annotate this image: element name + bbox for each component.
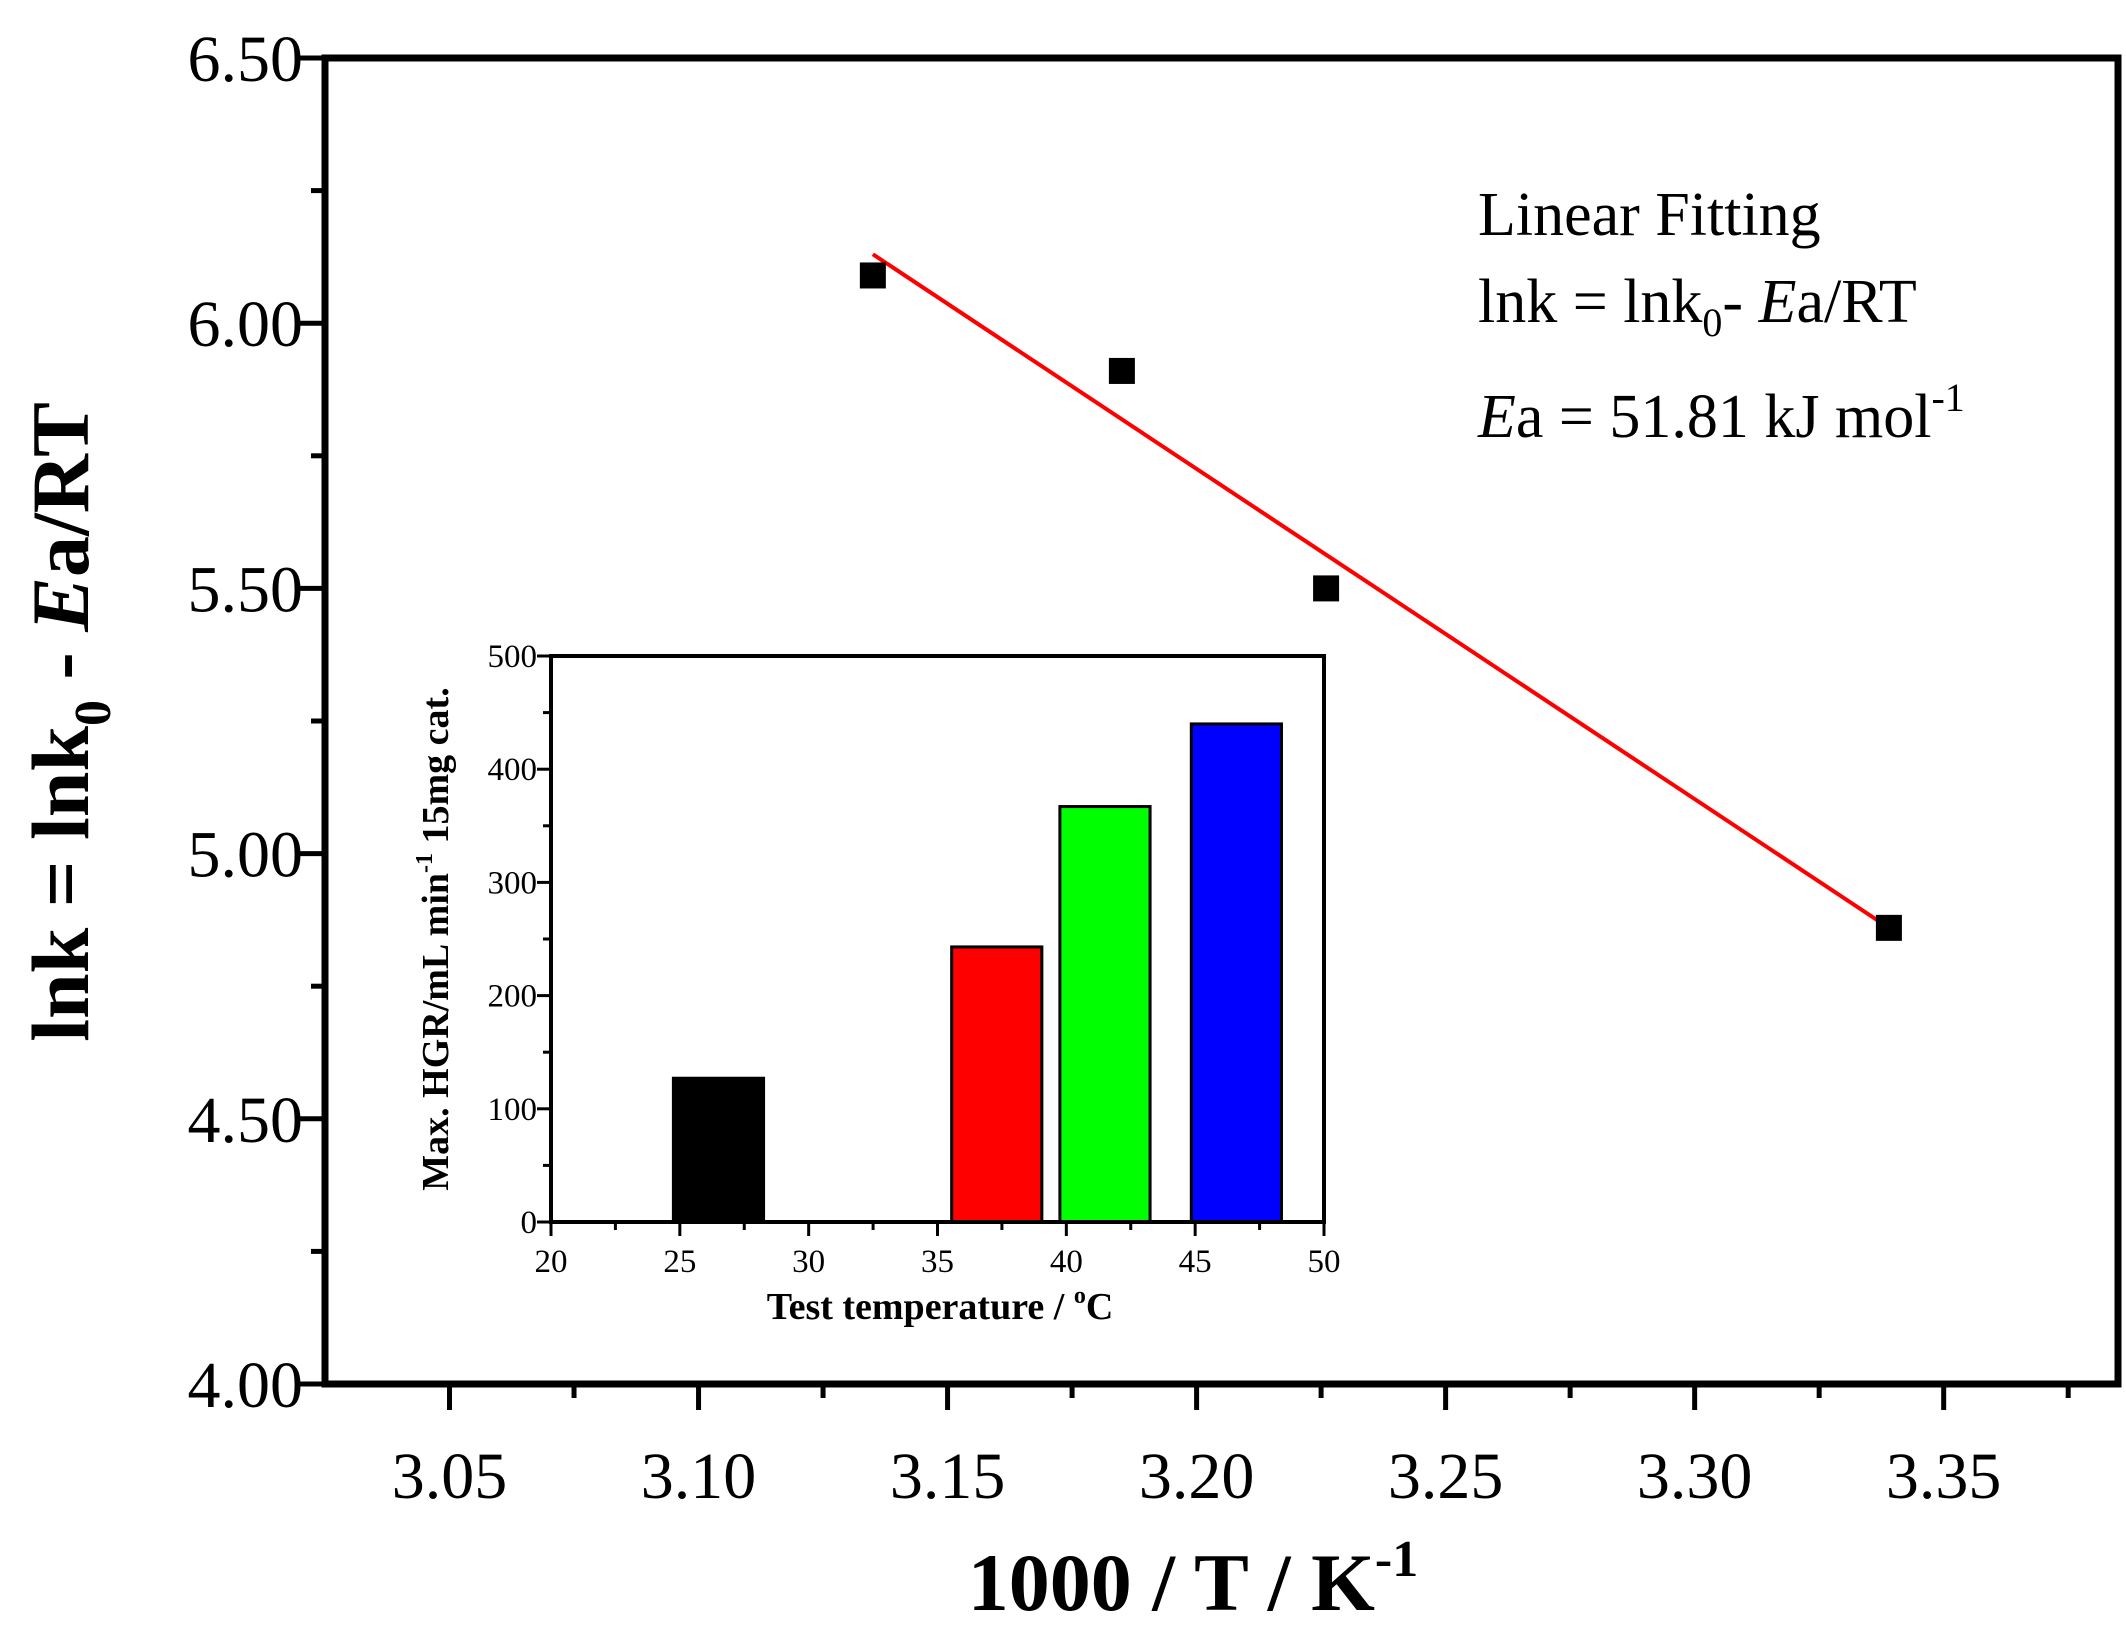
annotation-line-3: Ea = 51.81 kJ mol-1 [1477, 375, 1965, 451]
inset-bar [671, 1076, 766, 1224]
data-point [859, 262, 886, 289]
main-y-axis: 4.00 4.50 5.00 5.50 6.00 6.50 [188, 23, 325, 1422]
inset-x-tick-label: 50 [1308, 1244, 1341, 1280]
fit-annotation: Linear Fitting lnk = lnk0- Ea/RT Ea = 51… [1477, 181, 1965, 451]
main-x-tick-label: 3.05 [392, 1440, 508, 1513]
data-points [859, 262, 1902, 941]
main-y-tick-label: 6.50 [188, 23, 304, 96]
main-x-tick-label: 3.15 [890, 1440, 1006, 1513]
inset-x-axis-title: Test temperature / oC [767, 1283, 1114, 1328]
inset-y-tick-label: 500 [488, 639, 538, 675]
main-y-tick-label: 4.00 [188, 1349, 304, 1422]
annotation-line-2: lnk = lnk0- Ea/RT [1478, 268, 1917, 345]
inset-y-tick-label: 200 [488, 979, 538, 1015]
inset-x-tick-label: 25 [663, 1244, 696, 1280]
linear-fit-line [871, 252, 1890, 930]
main-x-axis-title: 1000 / T / K-1 [968, 1531, 1418, 1627]
main-x-axis: 3.05 3.10 3.15 3.20 3.25 3.30 3.35 [392, 1384, 2071, 1513]
inset-y-tick-label: 100 [488, 1092, 538, 1128]
main-x-tick-label: 3.30 [1637, 1440, 1753, 1513]
main-y-tick-label: 5.50 [188, 553, 304, 626]
inset-bar [1189, 722, 1283, 1224]
main-x-tick-label: 3.35 [1886, 1440, 2002, 1513]
inset-x-axis: 20 25 30 35 40 45 50 [535, 1222, 1341, 1280]
annotation-line-1: Linear Fitting [1478, 181, 1821, 249]
inset-plot: 20 25 30 35 40 45 50 0 100 200 300 400 500 Test tem… [412, 639, 1341, 1328]
main-y-tick-label: 6.00 [188, 288, 304, 361]
inset-y-axis-title: Max. HGR/mL min-1 15mg cat. [412, 687, 457, 1190]
main-x-tick-label: 3.25 [1388, 1440, 1504, 1513]
inset-bar [950, 945, 1044, 1224]
inset-y-tick-label: 0 [521, 1205, 538, 1241]
main-x-tick-label: 3.20 [1139, 1440, 1255, 1513]
main-plot: 3.05 3.10 3.15 3.20 3.25 3.30 3.35 4.00 4.50 5.0… [15, 23, 2122, 1627]
inset-x-tick-label: 20 [535, 1244, 568, 1280]
inset-y-tick-label: 300 [488, 865, 538, 901]
inset-x-tick-label: 45 [1179, 1244, 1212, 1280]
main-y-tick-label: 4.50 [188, 1084, 304, 1157]
data-point [1313, 575, 1340, 602]
inset-x-tick-label: 30 [792, 1244, 825, 1280]
data-point [1108, 357, 1135, 384]
inset-x-tick-label: 40 [1050, 1244, 1083, 1280]
inset-y-tick-label: 400 [488, 752, 538, 788]
inset-bar [1058, 805, 1152, 1224]
inset-x-tick-label: 35 [921, 1244, 954, 1280]
inset-y-axis: 0 100 200 300 400 500 [488, 639, 551, 1241]
main-y-axis-title: lnk = lnk0 - Ea/RT [15, 402, 122, 1042]
main-x-tick-label: 3.10 [641, 1440, 757, 1513]
data-point [1875, 914, 1902, 941]
main-y-tick-label: 5.00 [188, 819, 304, 892]
